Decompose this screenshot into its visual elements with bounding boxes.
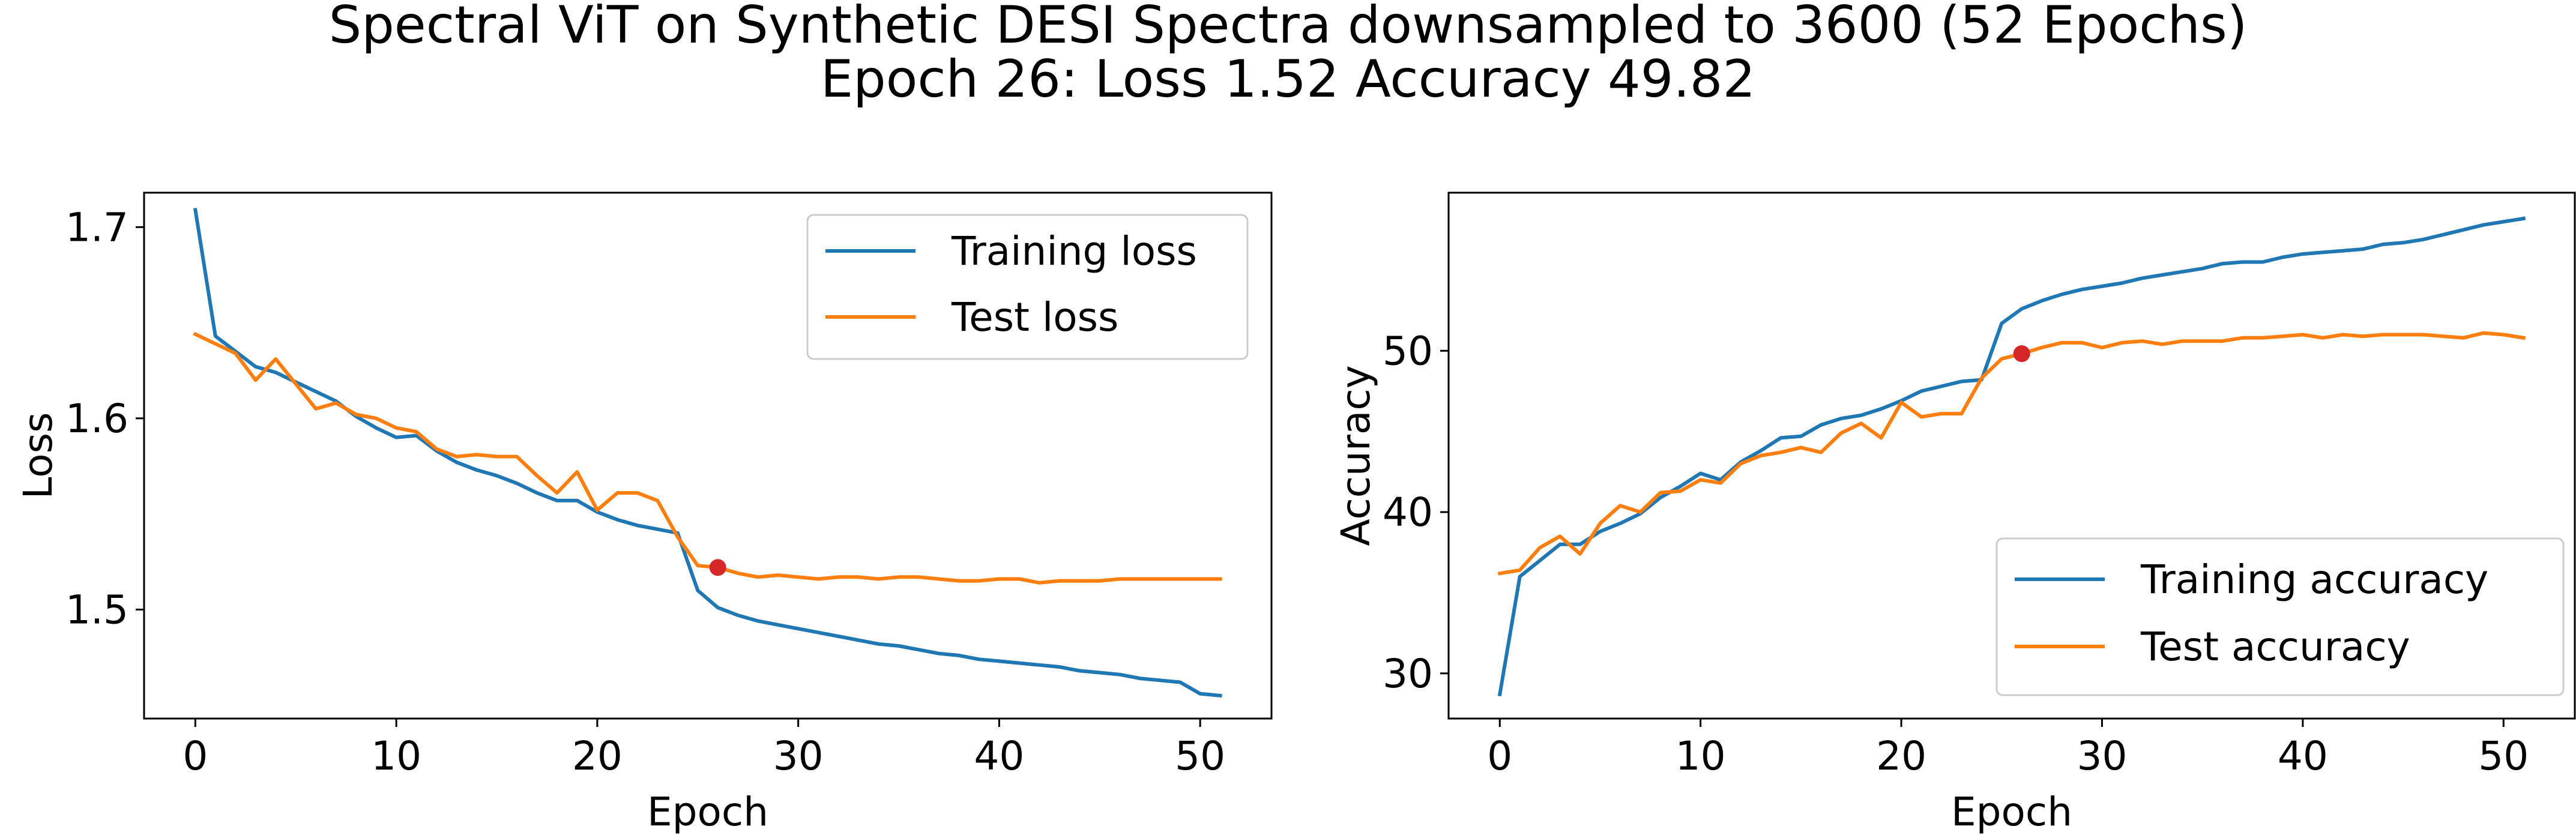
loss-legend-box — [806, 214, 1249, 360]
accuracy-xlabel: Epoch — [1951, 789, 2072, 835]
loss-xtick-label: 40 — [974, 733, 1024, 779]
accuracy-xtick-label: 20 — [1876, 733, 1926, 779]
loss-ytick-label: 1.7 — [65, 204, 128, 250]
accuracy-legend-box — [1995, 537, 2565, 696]
loss-xtick-label: 0 — [182, 733, 208, 779]
accuracy-xtick-label: 30 — [2077, 733, 2127, 779]
loss-xlabel: Epoch — [647, 789, 768, 835]
loss-legend-label-test: Test loss — [951, 294, 1118, 340]
accuracy-ytick-label: 30 — [1383, 651, 1433, 697]
accuracy-xtick-label: 10 — [1676, 733, 1726, 779]
accuracy-series-test-line — [1497, 331, 2526, 576]
loss-legend-label-training: Training loss — [951, 228, 1197, 274]
accuracy-ylabel: Accuracy — [1333, 365, 1379, 546]
accuracy-current-epoch-marker — [2013, 345, 2030, 363]
loss-current-epoch-marker — [709, 559, 726, 576]
accuracy-axes-frame — [1447, 191, 2576, 720]
loss-xtick-label: 20 — [572, 733, 623, 779]
loss-series-training-line — [193, 208, 1222, 698]
loss-ytick-label: 1.6 — [65, 396, 128, 442]
loss-xtick-label: 10 — [371, 733, 421, 779]
accuracy-ytick-label: 40 — [1383, 489, 1433, 535]
figure-title: Spectral ViT on Synthetic DESI Spectra d… — [328, 0, 2248, 55]
accuracy-legend-label-test: Test accuracy — [2140, 624, 2410, 670]
figure-subtitle: Epoch 26: Loss 1.52 Accuracy 49.82 — [820, 49, 1756, 109]
loss-series-test-line — [193, 331, 1222, 585]
accuracy-ytick-label: 50 — [1383, 328, 1433, 374]
loss-axes-frame — [143, 191, 1273, 720]
accuracy-legend-label-training: Training accuracy — [2140, 556, 2488, 603]
loss-ylabel: Loss — [15, 412, 61, 499]
accuracy-xtick-label: 0 — [1487, 733, 1512, 779]
accuracy-xtick-label: 50 — [2478, 733, 2529, 779]
loss-xtick-label: 50 — [1175, 733, 1225, 779]
accuracy-xtick-label: 40 — [2278, 733, 2328, 779]
loss-xtick-label: 30 — [773, 733, 824, 779]
loss-ytick-label: 1.5 — [65, 586, 128, 633]
